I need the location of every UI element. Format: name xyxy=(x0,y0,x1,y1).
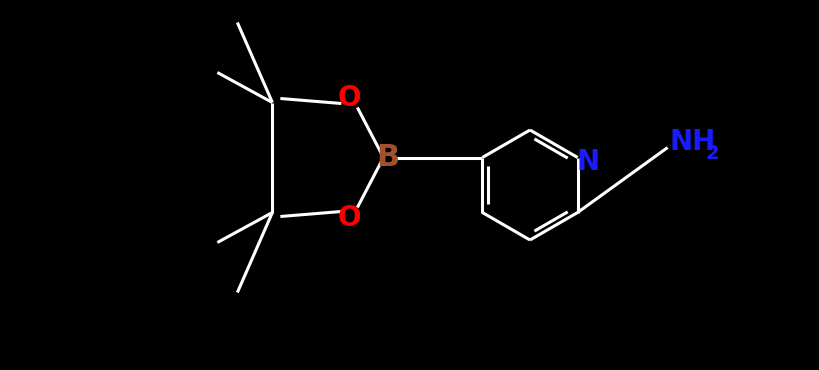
Text: O: O xyxy=(337,204,361,232)
Text: NH: NH xyxy=(670,128,716,157)
Text: O: O xyxy=(337,84,361,111)
Text: 2: 2 xyxy=(706,144,719,163)
Text: N: N xyxy=(576,148,600,176)
Text: B: B xyxy=(376,143,399,172)
